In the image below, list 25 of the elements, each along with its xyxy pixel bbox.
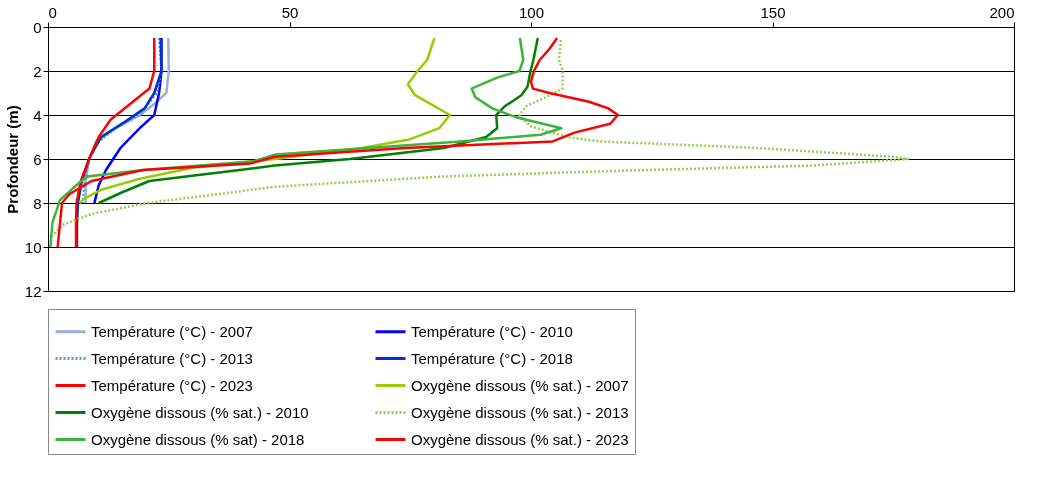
y-tick-label: 10	[24, 238, 42, 256]
legend-label: Oxygène dissous (% sat.) - 2023	[411, 430, 629, 448]
y-tick-label: 12	[24, 282, 42, 300]
y-tick-label: 0	[33, 18, 42, 36]
line-series	[51, 38, 909, 238]
legend-label: Température (°C) - 2013	[91, 349, 253, 367]
legend-label: Oxygène dissous (% sat) - 2018	[91, 430, 305, 448]
line-series	[97, 36, 540, 205]
x-tick-label: 200	[989, 3, 1015, 21]
x-tick-label: 100	[518, 3, 545, 21]
y-tick-label: 8	[33, 194, 42, 212]
x-tick-label: 0	[48, 3, 57, 21]
y-tick-label: 2	[33, 62, 42, 80]
y-tick-label: 6	[33, 150, 42, 168]
legend-label: Température (°C) - 2010	[411, 322, 573, 340]
legend-label: Oxygène dissous (% sat.) - 2013	[411, 403, 629, 421]
legend-label: Oxygène dissous (% sat.) - 2010	[91, 403, 309, 421]
x-tick-label: 50	[281, 3, 299, 21]
legend-label: Température (°C) - 2023	[91, 376, 253, 394]
legend-label: Température (°C) - 2007	[91, 322, 253, 340]
y-axis-title: Profondeur (m)	[3, 105, 21, 214]
x-tick-label: 150	[760, 3, 786, 21]
y-tick-label: 4	[33, 106, 42, 124]
legend-label: Température (°C) - 2018	[411, 349, 573, 367]
legend-label: Oxygène dissous (% sat.) - 2007	[411, 376, 629, 394]
